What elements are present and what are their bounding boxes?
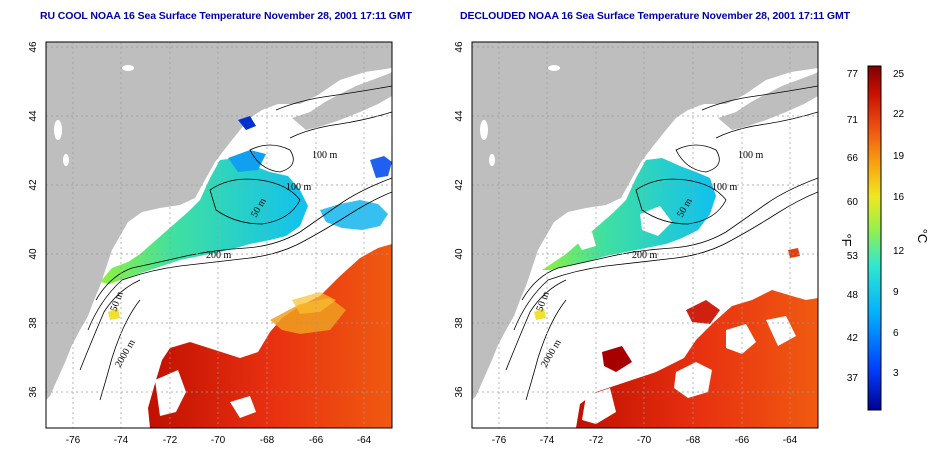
y-tick-label: 44 <box>28 110 39 122</box>
cloud-gap <box>726 324 756 354</box>
sst-warm-water <box>148 244 392 428</box>
y-tick-label: 42 <box>28 179 39 191</box>
map-title-declouded: DECLOUDED NOAA 16 Sea Surface Temperatur… <box>460 10 850 22</box>
graticule <box>472 42 818 428</box>
x-tick-label: -66 <box>735 435 750 446</box>
x-tick-label: -70 <box>211 435 226 446</box>
land-nova-scotia <box>718 72 818 130</box>
contour-label: 200 m <box>632 250 658 261</box>
f-tick-label: 48 <box>847 290 859 301</box>
cloud-gap <box>155 370 186 416</box>
y-tick-label: 46 <box>28 41 39 53</box>
land-mass <box>46 42 392 400</box>
x-tick-label: -64 <box>783 435 798 446</box>
x-axis: -76 -74 -72 -70 -68 -66 -64 <box>492 435 798 446</box>
y-tick-label: 36 <box>28 386 39 398</box>
x-tick-label: -74 <box>114 435 129 446</box>
y-tick-label: 38 <box>454 317 465 329</box>
x-tick-label: -68 <box>260 435 275 446</box>
y-tick-label: 42 <box>454 179 465 191</box>
map-border <box>471 41 819 429</box>
y-axis: 46 44 42 40 38 36 <box>28 41 39 398</box>
contour-label: 100 m <box>286 182 312 193</box>
lake <box>63 154 69 166</box>
y-tick-label: 44 <box>454 110 465 122</box>
sst-cool-patch <box>370 156 392 178</box>
sst-warm-patch <box>270 298 346 334</box>
c-tick-label: 6 <box>893 328 899 339</box>
x-tick-label: -64 <box>357 435 372 446</box>
c-scale-ticks: 25 22 19 16 12 9 6 3 <box>893 69 905 379</box>
x-tick-label: -66 <box>309 435 324 446</box>
c-tick-label: 19 <box>893 151 905 162</box>
y-tick-label: 46 <box>454 41 465 53</box>
lake <box>480 120 488 140</box>
lake <box>489 154 495 166</box>
f-tick-label: 60 <box>847 197 859 208</box>
sst-warm-patch <box>788 248 800 258</box>
contour-label: 200 m <box>206 250 232 261</box>
c-tick-label: 25 <box>893 69 905 80</box>
graticule <box>46 42 392 428</box>
contour-label: 100 m <box>312 150 338 161</box>
y-tick-label: 38 <box>28 317 39 329</box>
y-tick-label: 36 <box>454 386 465 398</box>
sst-cool-patch <box>238 116 256 130</box>
c-tick-label: 16 <box>893 192 905 203</box>
map-title-raw: RU COOL NOAA 16 Sea Surface Temperature … <box>40 10 412 22</box>
lake <box>122 65 134 71</box>
y-axis: 46 44 42 40 38 36 <box>454 41 465 398</box>
c-tick-label: 22 <box>893 109 905 120</box>
sst-cool-patch <box>228 150 266 172</box>
x-tick-label: -72 <box>589 435 604 446</box>
fahrenheit-unit-label: °F <box>839 233 854 246</box>
y-tick-label: 40 <box>28 248 39 260</box>
map-border <box>45 41 393 429</box>
sst-warm-water <box>576 290 818 428</box>
land-nova-scotia <box>292 72 392 130</box>
sst-yellow-patch <box>534 308 546 320</box>
f-tick-label: 77 <box>847 69 859 80</box>
cloud-gap <box>766 316 796 346</box>
sst-warm-patch <box>602 346 632 372</box>
sst-yellow-patch <box>108 308 120 320</box>
x-tick-label: -72 <box>163 435 178 446</box>
sst-warm-patch <box>686 300 720 324</box>
f-tick-label: 66 <box>847 153 859 164</box>
cloud-gap <box>674 362 712 398</box>
f-tick-label: 71 <box>847 115 859 126</box>
x-tick-label: -76 <box>492 435 507 446</box>
f-tick-label: 53 <box>847 251 859 262</box>
x-tick-label: -70 <box>637 435 652 446</box>
celsius-unit-label: °C <box>915 229 930 244</box>
x-tick-label: -76 <box>66 435 81 446</box>
sst-warm-patch <box>292 292 336 314</box>
cloud-gap <box>230 396 256 418</box>
f-scale-ticks: 77 71 66 60 53 48 42 37 <box>847 69 859 384</box>
x-axis: -76 -74 -72 -70 -68 -66 -64 <box>66 435 372 446</box>
contour-label: 100 m <box>738 150 764 161</box>
x-tick-label: -68 <box>686 435 701 446</box>
land-mass <box>472 42 818 400</box>
f-tick-label: 42 <box>847 333 859 344</box>
y-tick-label: 40 <box>454 248 465 260</box>
lake <box>54 120 62 140</box>
sst-cool-shelf <box>100 158 308 284</box>
c-tick-label: 9 <box>893 287 899 298</box>
f-tick-label: 37 <box>847 373 859 384</box>
sst-map-declouded: 100 m 100 m 50 m 200 m 50 m 2000 m -76 -… <box>454 41 819 446</box>
color-scale-legend: 77 71 66 60 53 48 42 37 25 22 19 16 12 9… <box>839 65 930 411</box>
x-tick-label: -74 <box>540 435 555 446</box>
c-tick-label: 12 <box>893 246 905 257</box>
lake <box>548 65 560 71</box>
cloud-gap <box>576 232 596 250</box>
contour-label: 100 m <box>712 182 738 193</box>
sst-map-raw: 100 m 100 m 50 m 200 m 50 m 2000 m -76 -… <box>28 41 393 446</box>
colorbar-gradient <box>867 65 882 411</box>
c-tick-label: 3 <box>893 368 899 379</box>
cloud-gap <box>582 388 616 424</box>
